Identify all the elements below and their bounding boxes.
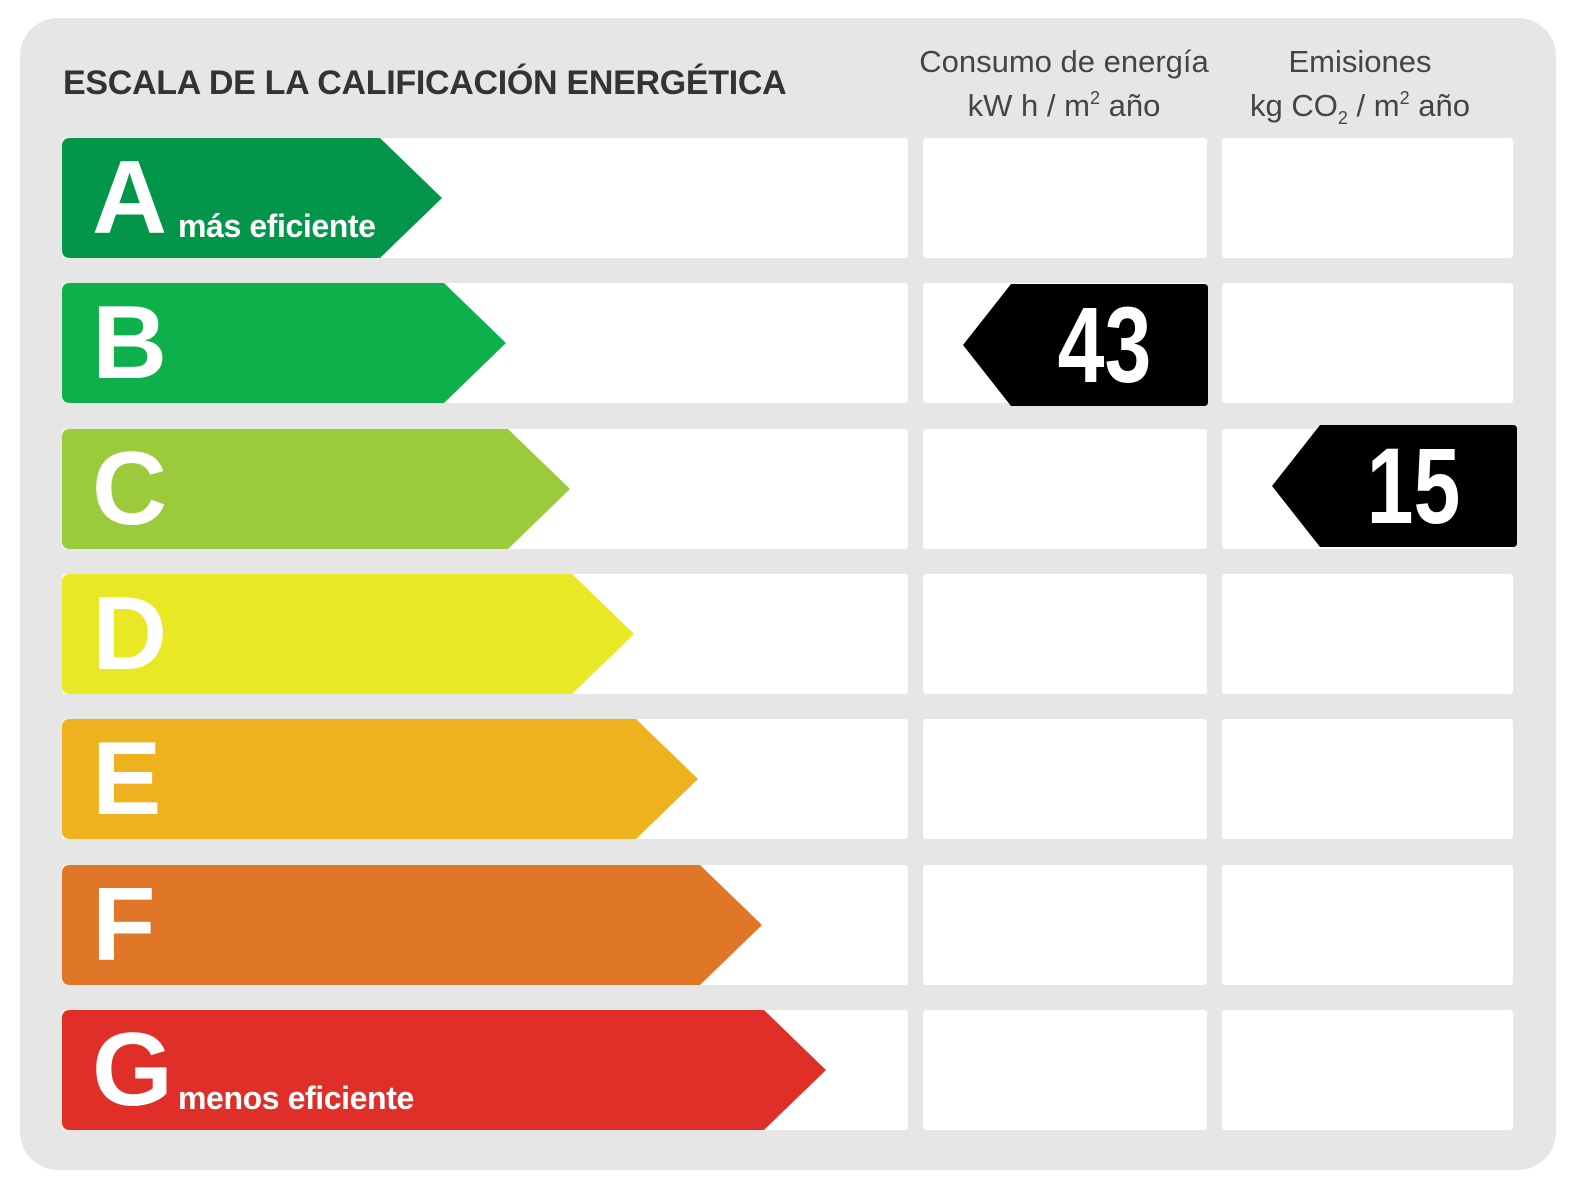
- arrow-shape-e: [62, 719, 698, 839]
- energy-class-letter-f: F: [92, 867, 156, 983]
- energy-class-caption-g: menos eficiente: [178, 1080, 414, 1116]
- emissions-heading: Emisiones: [1288, 44, 1432, 79]
- consumption-cell-d: [923, 574, 1207, 694]
- consumption-rating-marker: 43: [963, 284, 1208, 406]
- emissions-column-header: Emisiones kg CO2 / m2 año: [1218, 40, 1502, 128]
- energy-class-arrow-f: F: [62, 865, 762, 985]
- arrow-shape-d: [62, 574, 634, 694]
- energy-class-arrow-c: C: [62, 429, 570, 549]
- consumption-column-header: Consumo de energía kW h / m2 año: [912, 40, 1216, 128]
- consumption-cell-e: [923, 719, 1207, 839]
- energy-class-letter-e: E: [92, 721, 162, 837]
- emissions-rating-marker-value: 15: [1366, 425, 1461, 546]
- energy-class-caption-a: más eficiente: [178, 208, 376, 244]
- energy-class-letter-d: D: [92, 576, 168, 692]
- arrow-shape-a: [62, 138, 442, 258]
- emissions-cell-a: [1222, 138, 1513, 258]
- consumption-unit: kW h / m2 año: [967, 88, 1161, 123]
- arrow-shape-b: [62, 283, 506, 403]
- energy-class-letter-c: C: [92, 431, 168, 547]
- emissions-cell-d: [1222, 574, 1513, 694]
- emissions-unit: kg CO2 / m2 año: [1250, 88, 1470, 128]
- energy-class-letter-a: A: [92, 140, 168, 256]
- consumption-cell-g: [923, 1010, 1207, 1130]
- emissions-cell-e: [1222, 719, 1513, 839]
- energy-class-arrow-e: E: [62, 719, 698, 839]
- energy-class-letter-g: G: [92, 1012, 173, 1128]
- consumption-cell-c: [923, 429, 1207, 549]
- consumption-heading: Consumo de energía: [919, 44, 1209, 79]
- arrow-shape-g: [62, 1010, 826, 1130]
- emissions-rating-marker: 15: [1272, 425, 1517, 547]
- consumption-rating-marker-shape: [963, 284, 1208, 406]
- emissions-cell-f: [1222, 865, 1513, 985]
- energy-class-arrow-b: B: [62, 283, 506, 403]
- emissions-cell-g: [1222, 1010, 1513, 1130]
- energy-class-arrow-d: D: [62, 574, 634, 694]
- consumption-rating-marker-value: 43: [1057, 284, 1152, 405]
- consumption-cell-a: [923, 138, 1207, 258]
- arrow-shape-c: [62, 429, 570, 549]
- arrow-shape-f: [62, 865, 762, 985]
- consumption-cell-f: [923, 865, 1207, 985]
- energy-class-letter-b: B: [92, 285, 168, 401]
- scale-title: ESCALA DE LA CALIFICACIÓN ENERGÉTICA: [63, 64, 787, 102]
- emissions-rating-marker-shape: [1272, 425, 1517, 547]
- emissions-cell-b: [1222, 283, 1513, 403]
